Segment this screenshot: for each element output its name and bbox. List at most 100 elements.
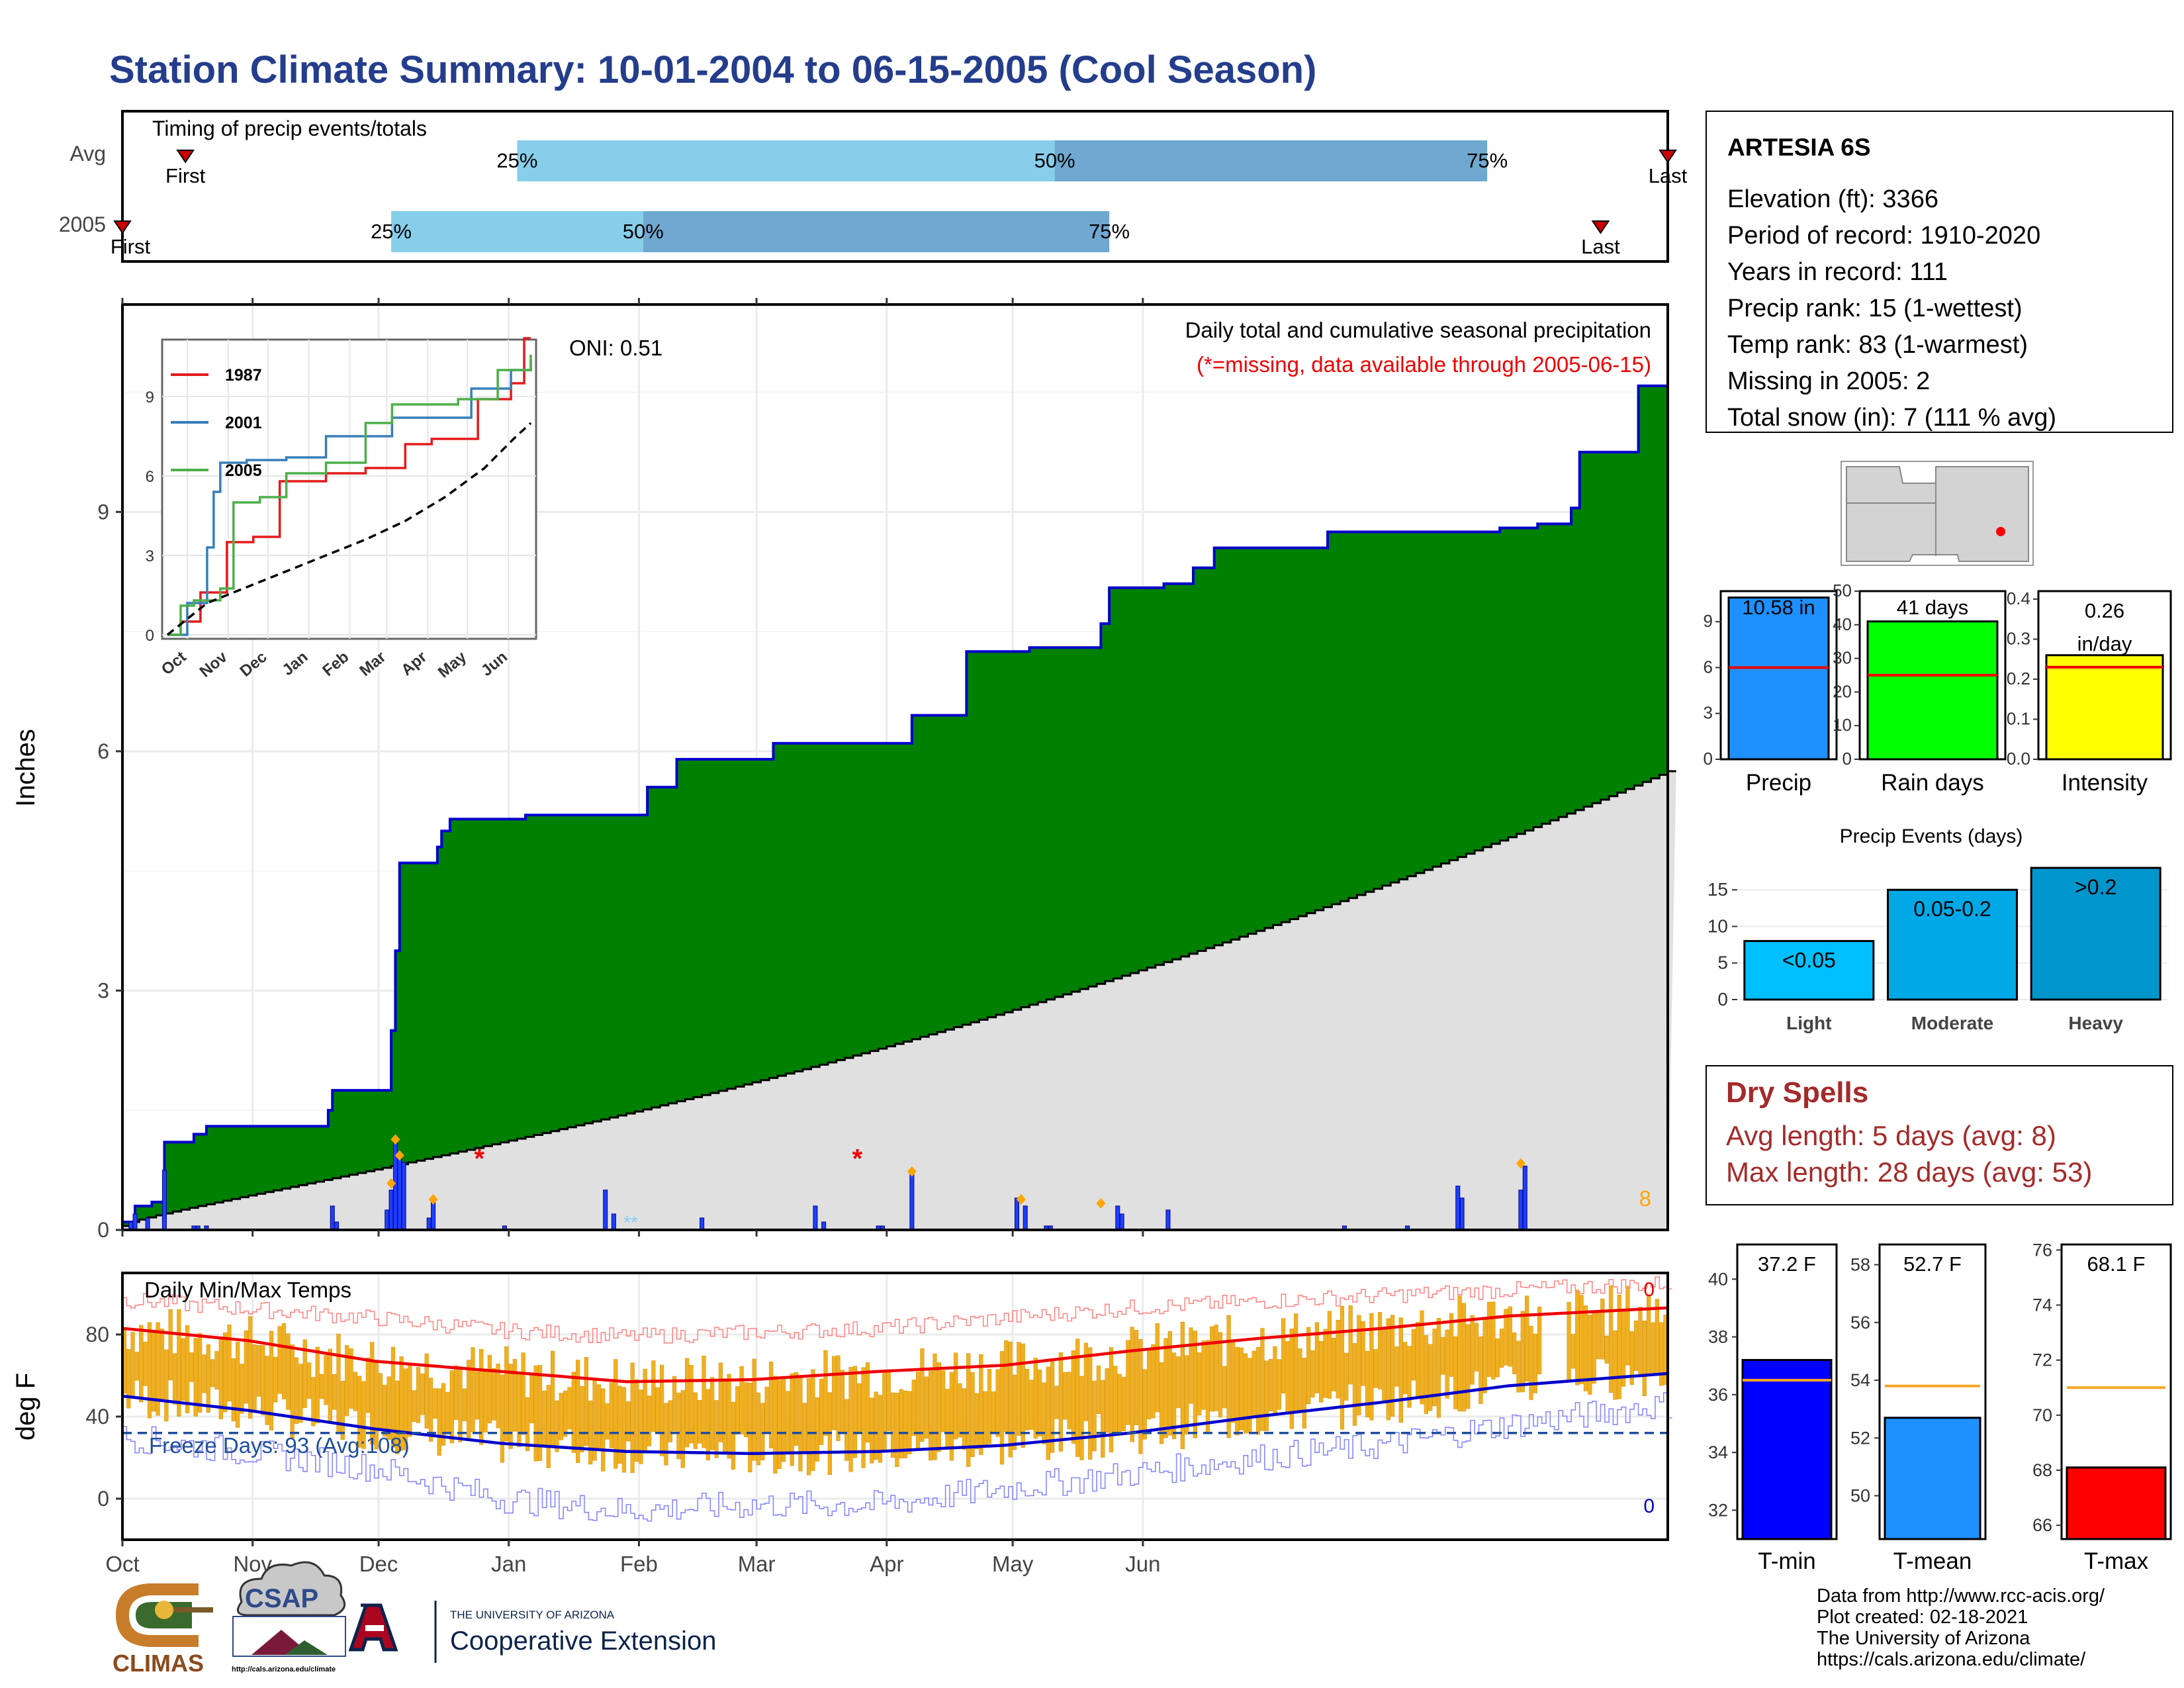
daily-temp-bar: [1243, 1353, 1248, 1434]
temp-summary-ytick-label: 32: [1708, 1500, 1728, 1520]
daily-temp-bar: [1613, 1330, 1617, 1400]
daily-precip-bar: [700, 1217, 705, 1231]
events-bar-label: 0.05-0.2: [1913, 897, 1991, 921]
daily-temp-bar: [1050, 1358, 1055, 1453]
daily-precip-bar: [431, 1201, 436, 1231]
daily-temp-bar: [521, 1352, 525, 1435]
daily-temp-bar: [999, 1351, 1005, 1465]
daily-temp-bar: [605, 1403, 610, 1440]
month-label: Feb: [620, 1552, 658, 1576]
daily-temp-bar: [601, 1388, 606, 1472]
daily-temp-bar: [954, 1352, 958, 1440]
daily-temp-bar: [1021, 1343, 1025, 1448]
daily-temp-bar: [895, 1393, 899, 1467]
daily-temp-bar: [1336, 1319, 1340, 1399]
daily-temp-bar: [1432, 1329, 1437, 1407]
events-ytick-label: 5: [1717, 953, 1728, 973]
temp-summary-ytick-label: 52: [1850, 1428, 1870, 1448]
summary-ytick-label: 0.3: [2007, 629, 2030, 649]
timing-first-marker: [113, 220, 132, 234]
inset-ytick-label: 3: [146, 547, 154, 565]
daily-temp-bar: [202, 1354, 206, 1393]
daily-temp-bar: [1525, 1295, 1529, 1382]
summary-ytick-label: 3: [1704, 703, 1713, 723]
temp-summary-ytick-label: 74: [2032, 1295, 2052, 1315]
summary-ytick-label: 0: [1704, 749, 1713, 769]
timing-last-label: Last: [1649, 164, 1688, 187]
daily-temp-bar: [1197, 1352, 1202, 1415]
station-line-1: Elevation (ft): 3366: [1727, 185, 1938, 213]
daily-temp-bar: [424, 1353, 429, 1429]
summary-ytick-label: 9: [1704, 611, 1713, 631]
daily-temp-bar: [790, 1373, 794, 1466]
summary-ytick-label: 0.0: [2007, 749, 2030, 769]
inset-ytick-label: 6: [146, 468, 154, 486]
daily-temp-bar: [1436, 1318, 1441, 1418]
daily-temp-bar: [1185, 1355, 1189, 1434]
daily-temp-bar: [1529, 1325, 1533, 1400]
daily-temp-bar: [210, 1359, 215, 1387]
daily-temp-bar: [1655, 1299, 1659, 1373]
daily-temp-bar: [1306, 1327, 1311, 1405]
daily-temp-bar: [1352, 1343, 1357, 1426]
timing-q75-label: 75%: [1089, 220, 1130, 243]
temp-summary-value-label: 37.2 F: [1758, 1252, 1816, 1276]
month-label: Mar: [738, 1552, 776, 1576]
average-cumulative-line: [122, 770, 1676, 1227]
daily-temp-bar: [1453, 1336, 1458, 1409]
snow-day-marker: [907, 1166, 917, 1177]
daily-temp-bar: [878, 1395, 883, 1463]
daily-temp-bar: [244, 1330, 249, 1404]
daily-temp-bar: [852, 1366, 858, 1458]
daily-temp-bar: [1251, 1350, 1256, 1418]
daily-temp-bar: [588, 1400, 593, 1465]
daily-temp-bar: [542, 1390, 547, 1445]
summary-category-label: Rain days: [1881, 770, 1984, 796]
daily-temp-bar: [1083, 1342, 1089, 1421]
daily-temp-bar: [1260, 1328, 1265, 1431]
daily-temp-bar: [1633, 1321, 1639, 1371]
summary-ytick-label: 30: [1833, 648, 1852, 668]
daily-temp-bar: [1063, 1372, 1068, 1420]
daily-temp-bar: [1017, 1342, 1021, 1436]
daily-temp-bar: [1621, 1311, 1626, 1387]
temp-summary-ytick-label: 58: [1850, 1255, 1870, 1275]
daily-temp-bar: [651, 1360, 656, 1432]
daily-temp-bar: [647, 1395, 652, 1446]
daily-temp-bar: [1058, 1352, 1063, 1452]
summary-chart-precip: 0 3 6 9 10.58 in Precip: [1704, 590, 1838, 796]
daily-temp-bar: [1357, 1315, 1361, 1415]
daily-temp-bar: [1126, 1340, 1130, 1425]
daily-temp-bar: [437, 1388, 441, 1456]
daily-temp-bar: [1647, 1294, 1651, 1376]
daily-temp-bar: [487, 1354, 492, 1424]
temp-summary-ytick-label: 54: [1850, 1370, 1870, 1390]
events-bar: [2030, 867, 2161, 1001]
daily-temp-bar: [550, 1350, 555, 1446]
daily-temp-bar: [1479, 1336, 1483, 1404]
daily-temp-bar: [1365, 1351, 1370, 1418]
station-line-3: Years in record: 111: [1727, 258, 1948, 286]
daily-temp-bar: [1151, 1344, 1156, 1419]
daily-temp-bar: [189, 1352, 194, 1382]
daily-temp-bar: [1319, 1340, 1324, 1403]
daily-temp-bar: [311, 1377, 316, 1427]
daily-temp-bar: [1142, 1369, 1147, 1440]
daily-temp-bar: [504, 1346, 509, 1442]
daily-temp-bar: [861, 1367, 866, 1468]
daily-temp-bar: [664, 1403, 668, 1466]
daily-temp-bar: [193, 1338, 198, 1417]
dry-spells-title: Dry Spells: [1726, 1076, 1868, 1109]
daily-temp-bar: [1046, 1366, 1050, 1460]
month-label: Jun: [1125, 1552, 1160, 1576]
daily-temp-bar: [1461, 1303, 1467, 1412]
daily-temp-bar: [911, 1380, 916, 1436]
summary-ytick-label: 0.4: [2007, 588, 2030, 608]
inset-legend-label: 2001: [225, 414, 262, 432]
daily-temp-bar: [920, 1348, 925, 1442]
daily-temp-bar: [580, 1385, 584, 1453]
daily-temp-bar: [1054, 1385, 1059, 1419]
temp-summary-charts: 32 34 36 38 40 37.2 F T-min 50 52 54 56 58 52.7 F T-m…: [1708, 1240, 2172, 1574]
daily-temp-bar: [1281, 1318, 1286, 1393]
